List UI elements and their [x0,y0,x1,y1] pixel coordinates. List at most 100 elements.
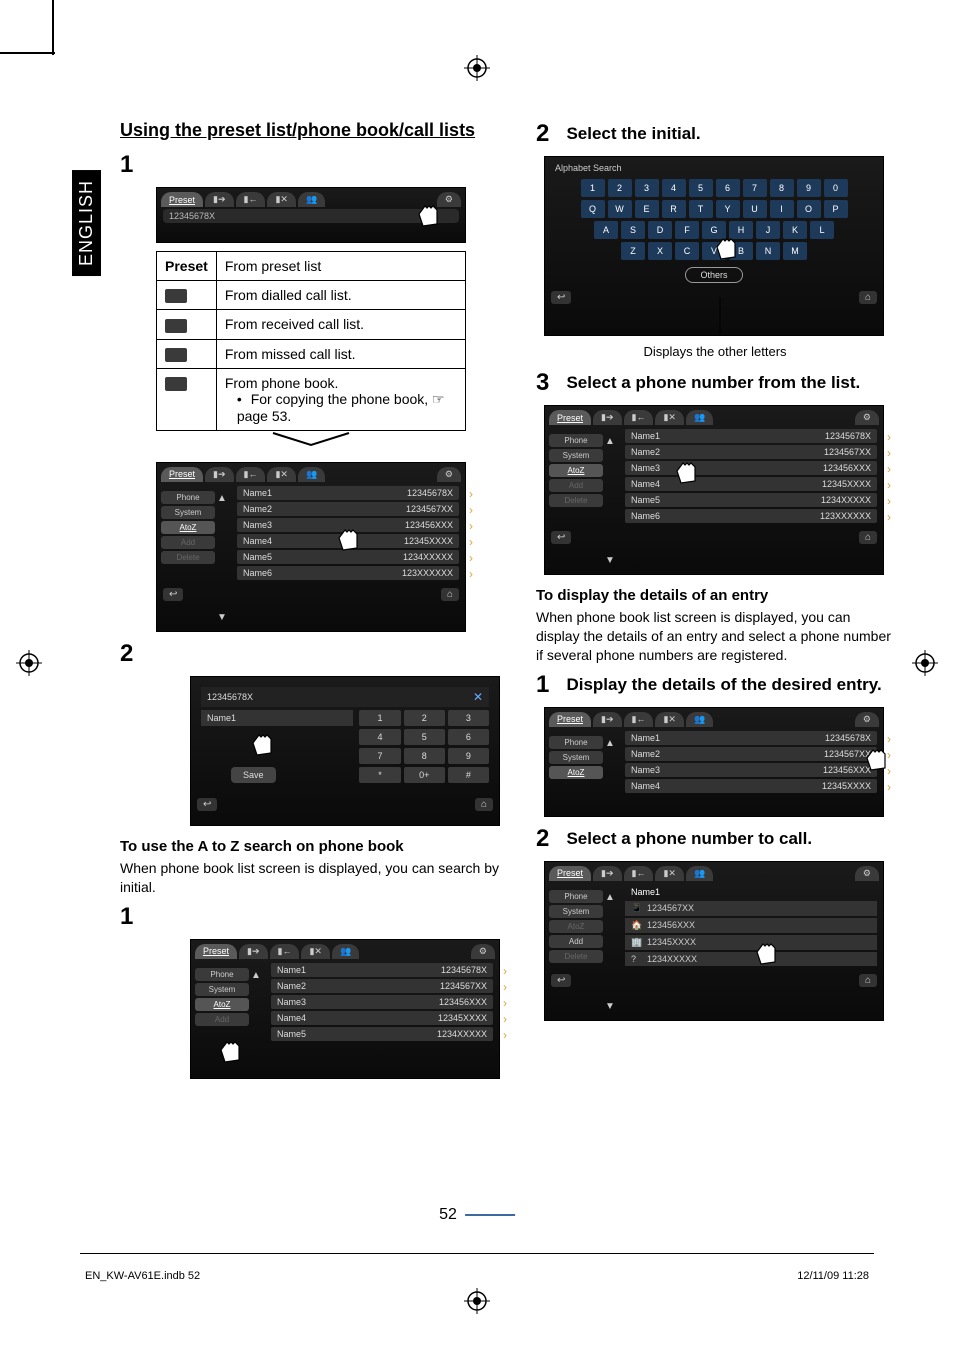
tab-icon[interactable]: 👥 [298,467,325,482]
tab-preset[interactable]: Preset [549,410,591,425]
tab-icon[interactable]: ▮← [624,866,654,881]
home-button[interactable]: ⌂ [859,531,877,544]
key[interactable]: 6 [448,729,489,745]
tab-preset[interactable]: Preset [161,467,203,482]
sidebar-system[interactable]: System [195,983,249,996]
tab-icon[interactable]: ▮← [270,944,300,959]
key[interactable]: 0+ [404,767,445,783]
key[interactable]: 2 [404,710,445,726]
sidebar-system[interactable]: System [549,449,603,462]
sidebar-atoz[interactable]: AtoZ [549,920,603,933]
list-item[interactable]: Name412345XXXX› [625,477,877,491]
alpha-key[interactable]: S [621,221,645,239]
sidebar-system[interactable]: System [549,751,603,764]
tab-preset[interactable]: Preset [549,712,591,727]
list-item[interactable]: Name6123XXXXXX› [237,566,459,580]
tab-preset[interactable]: Preset [161,192,203,207]
key[interactable]: 1 [359,710,400,726]
tab-phonebook-icon[interactable]: 👥 [298,192,325,207]
alpha-key[interactable]: 6 [716,179,740,197]
tab-icon[interactable]: ▮✕ [301,944,330,959]
tab-missed-icon[interactable]: ▮✕ [267,192,296,207]
alpha-key[interactable]: C [675,242,699,260]
sidebar-system[interactable]: System [161,506,215,519]
save-button[interactable]: Save [231,767,276,783]
sidebar-phone[interactable]: Phone [549,890,603,903]
key[interactable]: 5 [404,729,445,745]
scroll-up-icon[interactable]: ▲ [605,892,615,903]
tab-icon[interactable]: ▮← [624,410,654,425]
alpha-key[interactable]: 8 [770,179,794,197]
tab-icon[interactable]: ▮➔ [593,410,622,425]
key[interactable]: 3 [448,710,489,726]
alpha-key[interactable]: F [675,221,699,239]
tab-icon[interactable]: 👥 [332,944,359,959]
sidebar-phone[interactable]: Phone [549,736,603,749]
sidebar-phone[interactable]: Phone [549,434,603,447]
scroll-up-icon[interactable]: ▲ [605,436,615,447]
scroll-down-icon[interactable]: ▼ [605,555,615,566]
list-item[interactable]: Name21234567XX› [237,502,459,516]
list-item[interactable]: Name112345678X› [237,486,459,500]
alpha-key[interactable]: M [783,242,807,260]
scroll-up-icon[interactable]: ▲ [251,970,261,981]
alpha-key[interactable]: Q [581,200,605,218]
key[interactable]: 7 [359,748,400,764]
list-item[interactable]: Name3123456XXX› [625,763,877,777]
key[interactable]: # [448,767,489,783]
tab-preset[interactable]: Preset [549,866,591,881]
tab-icon[interactable]: 👥 [686,410,713,425]
list-item[interactable]: Name412345XXXX› [625,779,877,793]
home-button[interactable]: ⌂ [441,588,459,601]
scroll-down-icon[interactable]: ▼ [605,1001,615,1012]
alpha-key[interactable]: L [810,221,834,239]
alpha-key[interactable]: P [824,200,848,218]
alpha-key[interactable]: T [689,200,713,218]
key[interactable]: 9 [448,748,489,764]
tab-received-icon[interactable]: ▮← [236,192,266,207]
list-item[interactable]: Name412345XXXX› [271,1011,493,1025]
home-button[interactable]: ⌂ [859,291,877,304]
tab-dialled-icon[interactable]: ▮➔ [205,192,234,207]
home-button[interactable]: ⌂ [859,974,877,987]
alpha-key[interactable]: 3 [635,179,659,197]
back-button[interactable]: ↩ [197,798,217,811]
tab-icon[interactable]: ▮➔ [205,467,234,482]
list-item[interactable]: Name51234XXXXX› [625,493,877,507]
sidebar-add[interactable]: Add [195,1013,249,1026]
list-item[interactable]: 🏠123456XXX [625,918,877,933]
sidebar-atoz[interactable]: AtoZ [195,998,249,1011]
alpha-key[interactable]: O [797,200,821,218]
alpha-key[interactable]: 2 [608,179,632,197]
sidebar-add[interactable]: Add [549,479,603,492]
alpha-key[interactable]: R [662,200,686,218]
list-item[interactable]: Name112345678X› [625,731,877,745]
tab-icon[interactable]: ▮➔ [239,944,268,959]
scroll-up-icon[interactable]: ▲ [217,493,227,504]
home-button[interactable]: ⌂ [475,798,493,811]
alpha-key[interactable]: N [756,242,780,260]
sidebar-delete[interactable]: Delete [549,950,603,963]
alpha-key[interactable]: 4 [662,179,686,197]
alpha-key[interactable]: 1 [581,179,605,197]
scroll-down-icon[interactable]: ▼ [217,612,227,623]
alpha-key[interactable]: 5 [689,179,713,197]
list-item[interactable]: Name51234XXXXX› [271,1027,493,1041]
tab-preset[interactable]: Preset [195,944,237,959]
key[interactable]: 4 [359,729,400,745]
tab-icon[interactable]: ▮← [624,712,654,727]
list-item[interactable]: 📱1234567XX [625,901,877,916]
alpha-key[interactable]: X [648,242,672,260]
alpha-key[interactable]: U [743,200,767,218]
list-item[interactable]: Name112345678X› [271,963,493,977]
sidebar-atoz[interactable]: AtoZ [161,521,215,534]
clear-icon[interactable]: ✕ [473,690,483,704]
tab-icon[interactable]: ▮✕ [655,866,684,881]
tab-icon[interactable]: 👥 [686,866,713,881]
alpha-key[interactable]: J [756,221,780,239]
sidebar-atoz[interactable]: AtoZ [549,464,603,477]
key[interactable]: * [359,767,400,783]
list-item[interactable]: Name21234567XX› [271,979,493,993]
tab-icon[interactable]: ▮← [236,467,266,482]
tab-icon[interactable]: ▮➔ [593,866,622,881]
